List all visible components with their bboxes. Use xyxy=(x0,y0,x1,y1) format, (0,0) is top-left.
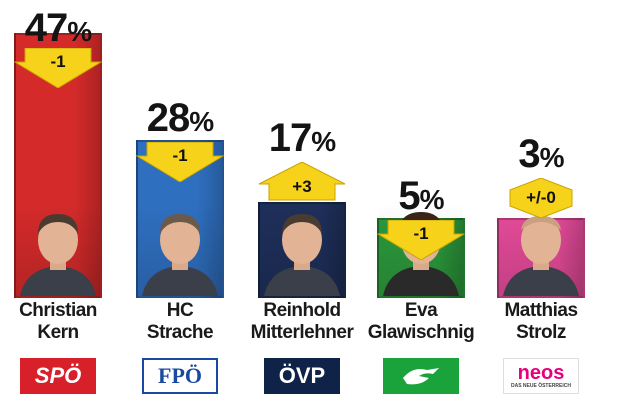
portrait-icon xyxy=(264,213,340,296)
candidate-name-line: Christian xyxy=(19,300,97,321)
party-logo-grne xyxy=(383,358,459,394)
portrait-hair xyxy=(521,216,561,230)
portrait-icon xyxy=(20,213,96,296)
candidate-name-line: Strolz xyxy=(516,322,566,343)
change-arrow: -1 xyxy=(13,48,103,88)
value-unit: % xyxy=(539,142,565,173)
gruene-logo-icon xyxy=(403,368,439,385)
change-label: -1 xyxy=(413,224,429,243)
candidate-name: Reinhold Mitterlehner xyxy=(240,300,364,344)
value-label: 5% xyxy=(361,176,481,220)
arrow-up-icon xyxy=(258,162,346,201)
portrait-shoulders xyxy=(503,266,579,296)
value-unit: % xyxy=(311,126,336,158)
bar-neos xyxy=(497,204,585,298)
value-unit: % xyxy=(189,106,214,138)
logo-text: neos xyxy=(517,361,565,384)
arrow-down-icon xyxy=(376,220,466,260)
change-arrow: +3 xyxy=(257,162,347,201)
candidate-name: Eva Glawischnig xyxy=(359,300,483,344)
value-unit: % xyxy=(419,184,445,215)
value-label: 47% xyxy=(0,8,118,52)
change-label: -1 xyxy=(50,52,66,71)
party-logo-neos: neos DAS NEUE ÖSTERREICH xyxy=(503,358,579,394)
logo-subtext: DAS NEUE ÖSTERREICH xyxy=(510,382,571,389)
candidate-name-line: Matthias xyxy=(504,300,578,321)
logo-text: FPÖ xyxy=(158,363,202,388)
value-number: 5 xyxy=(398,174,420,218)
value-unit: % xyxy=(67,16,92,47)
candidate-name: Christian Kern xyxy=(0,300,120,344)
arrow-down-icon xyxy=(13,48,103,88)
candidate-name-line: Glawischnig xyxy=(367,322,475,343)
candidate-name: Matthias Strolz xyxy=(479,300,603,344)
candidate-name-line: Eva xyxy=(404,300,438,321)
portrait-hair xyxy=(282,213,322,234)
value-label: 17% xyxy=(242,118,362,162)
change-label: +3 xyxy=(292,177,312,197)
candidate-name-line: Mitterlehner xyxy=(250,322,354,343)
value-label: 28% xyxy=(120,98,240,142)
portrait-shoulders xyxy=(264,265,340,296)
candidate-photo xyxy=(138,203,222,296)
arrow-down-icon xyxy=(135,142,225,183)
candidate-name-line: Strache xyxy=(146,322,214,343)
portrait-head xyxy=(160,215,200,264)
value-label: 3% xyxy=(481,134,601,178)
portrait-hair xyxy=(38,213,78,234)
change-arrow: -1 xyxy=(376,220,466,260)
candidate-photo xyxy=(16,203,100,296)
portrait-head xyxy=(38,215,78,264)
value-number: 28 xyxy=(146,96,190,141)
change-label: +/-0 xyxy=(526,188,556,207)
party-logo-vp: ÖVP xyxy=(264,358,340,394)
bar-fp xyxy=(136,140,224,298)
candidate-photo xyxy=(499,204,583,296)
change-arrow: +/-0 xyxy=(496,178,586,218)
portrait-icon xyxy=(503,216,579,296)
logo-text: SPÖ xyxy=(34,363,82,388)
party-logo-sp: SPÖ xyxy=(20,358,96,394)
candidate-name: HC Strache xyxy=(118,300,242,344)
change-arrow: -1 xyxy=(135,142,225,183)
value-number: 3 xyxy=(518,132,540,176)
logo-text: ÖVP xyxy=(278,363,326,388)
party-logo-fp: FPÖ xyxy=(142,358,218,394)
portrait-icon xyxy=(142,213,218,296)
bar-vp xyxy=(258,202,346,298)
value-number: 17 xyxy=(268,116,312,161)
portrait-hair xyxy=(160,213,200,234)
portrait-head xyxy=(282,215,322,264)
change-label: -1 xyxy=(172,146,188,166)
portrait-shoulders xyxy=(20,265,96,296)
arrow-neutral-icon xyxy=(509,178,573,218)
portrait-shoulders xyxy=(142,265,218,296)
candidate-name-line: Kern xyxy=(37,322,79,343)
candidate-photo xyxy=(260,203,344,296)
candidate-name-line: HC xyxy=(166,300,194,321)
value-number: 47 xyxy=(24,6,68,50)
candidate-name-line: Reinhold xyxy=(263,300,341,321)
portrait-head xyxy=(521,216,561,264)
portrait-shoulders xyxy=(383,266,459,296)
